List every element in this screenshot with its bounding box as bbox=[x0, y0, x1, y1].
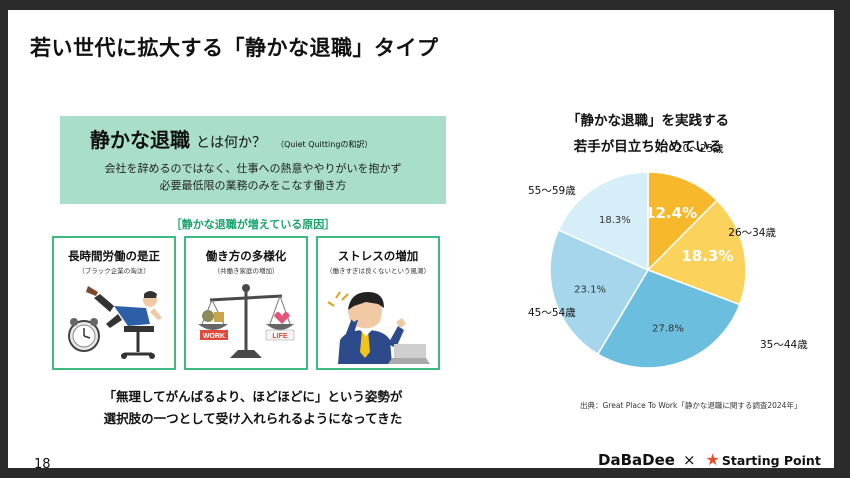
definition-heading: 静かな退職 とは何か？ （Quiet Quittingの和訳） bbox=[90, 124, 372, 153]
reason-title: 働き方の多様化 bbox=[205, 249, 287, 263]
starting-point-logo: Starting Point bbox=[721, 453, 821, 468]
pie-percentage-label: 27.8% bbox=[652, 323, 684, 334]
scale-work-label: WORK bbox=[203, 333, 225, 340]
reason-subtitle: （共働き家庭の増加） bbox=[213, 267, 279, 275]
reasons-heading: ［静かな退職が増えている原因］ bbox=[170, 218, 336, 231]
definition-question: とは何か？ bbox=[196, 135, 266, 151]
age-distribution-pie-chart: 12.4% 20～25歳 18.3% 26～34歳 27.8% 35～44歳 23.1% 45… bbox=[528, 143, 808, 369]
pie-category-label: 26～34歳 bbox=[728, 227, 776, 239]
pie-percentage-label: 18.3% bbox=[681, 247, 733, 265]
reason-card-overwork: 長時間労働の是正 （ブラック企業の淘汰） bbox=[52, 236, 176, 370]
reason-title: ストレスの増加 bbox=[337, 249, 419, 263]
work-life-balance-scale-icon: WORK LIFE bbox=[198, 284, 295, 358]
overworked-worker-icon bbox=[68, 286, 162, 359]
pie-slice bbox=[557, 171, 649, 272]
footer-logos: DaBaDee × ★ Starting Point bbox=[598, 450, 821, 469]
definition-body: 会社を辞めるのではなく、仕事への熱意ややりがいを抱かず 必要最低限の業務のみをこ… bbox=[60, 160, 446, 194]
definition-note: （Quiet Quittingの和訳） bbox=[276, 140, 373, 149]
pie-percentage-label: 18.3% bbox=[599, 215, 631, 226]
reason-title: 長時間労働の是正 bbox=[68, 249, 160, 263]
pie-category-label: 20～25歳 bbox=[676, 143, 724, 155]
pie-category-label: 45～54歳 bbox=[528, 307, 576, 319]
pie-percentage-label: 12.4% bbox=[645, 204, 697, 222]
reason-card-diversity: 働き方の多様化 （共働き家庭の増加） WORK LIFE bbox=[184, 236, 308, 370]
pie-slice bbox=[596, 269, 741, 369]
definition-line-2: 必要最低限の業務のみをこなす働き方 bbox=[159, 179, 347, 192]
definition-box: 静かな退職 とは何か？ （Quiet Quittingの和訳） 会社を辞めるのではな… bbox=[60, 116, 446, 204]
star-icon: ★ bbox=[705, 450, 720, 469]
slide: 若い世代に拡大する「静かな退職」タイプ 静かな退職 とは何か？ （Quiet Qui… bbox=[8, 10, 834, 472]
definition-term: 静かな退職 bbox=[90, 128, 190, 152]
pie-category-label: 55～59歳 bbox=[528, 185, 576, 197]
slide-title: 若い世代に拡大する「静かな退職」タイプ bbox=[30, 36, 439, 60]
page-number: 18 bbox=[34, 457, 51, 472]
pie-title: 「静かな退職」を実践する 若手が目立ち始めている bbox=[538, 108, 758, 160]
pie-percentage-label: 23.1% bbox=[574, 284, 606, 295]
cross-separator: × bbox=[682, 451, 696, 469]
conclusion-line-2: 選択肢の一つとして受け入れられるようになってきた bbox=[103, 411, 403, 426]
definition-line-1: 会社を辞めるのではなく、仕事への熱意ややりがいを抱かず bbox=[104, 162, 402, 175]
source-citation: 出典：Great Place To Work「静かな退職に関する調査2024年」 bbox=[580, 401, 802, 410]
reason-subtitle: （働きすぎは良くないという風潮） bbox=[326, 267, 430, 275]
pie-slice bbox=[647, 171, 718, 272]
scale-life-label: LIFE bbox=[272, 333, 287, 340]
reason-card-stress: ストレスの増加 （働きすぎは良くないという風潮） bbox=[316, 236, 440, 370]
pie-category-label: 35～44歳 bbox=[760, 339, 808, 351]
pie-title-line-2: 若手が目立ち始めている bbox=[573, 139, 723, 155]
pie-title-line-1: 「静かな退職」を実践する bbox=[567, 113, 729, 129]
stressed-worker-icon bbox=[327, 291, 430, 364]
dabadee-logo: DaBaDee bbox=[598, 451, 675, 469]
pie-slice bbox=[549, 229, 650, 356]
reason-subtitle: （ブラック企業の淘汰） bbox=[78, 267, 150, 275]
conclusion-line-1: 「無理してがんばるより、ほどほどに」という姿勢が bbox=[103, 389, 403, 404]
conclusion-text: 「無理してがんばるより、ほどほどに」という姿勢が 選択肢の一つとして受け入れられ… bbox=[60, 386, 446, 430]
